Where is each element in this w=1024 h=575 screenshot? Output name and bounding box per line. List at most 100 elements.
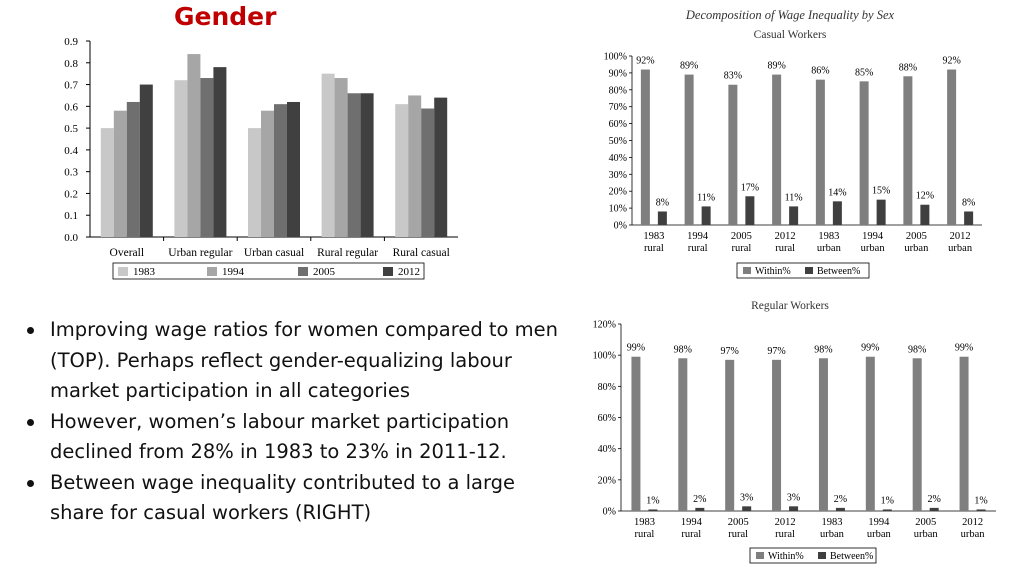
data-label: 2% bbox=[928, 494, 941, 505]
data-label: 11% bbox=[785, 192, 803, 203]
y-tick-label: 80% bbox=[598, 382, 616, 393]
bar bbox=[859, 81, 869, 225]
x-tick-label: Urban casual bbox=[244, 247, 304, 259]
x-tick-label: urban bbox=[867, 529, 892, 540]
bar bbox=[903, 76, 913, 225]
y-tick-label: 0.5 bbox=[64, 123, 78, 135]
casual-workers-chart: Decomposition of Wage Inequality by Sex C… bbox=[604, 8, 982, 279]
legend-swatch bbox=[805, 267, 813, 274]
legend-label: Within% bbox=[755, 266, 791, 277]
legend-label: 2012 bbox=[398, 266, 420, 278]
data-label: 85% bbox=[855, 67, 873, 78]
bar bbox=[408, 95, 422, 237]
data-label: 86% bbox=[811, 66, 829, 77]
bar bbox=[287, 101, 300, 237]
bar bbox=[648, 509, 658, 511]
y-tick-label: 120% bbox=[593, 320, 616, 331]
data-label: 3% bbox=[787, 492, 800, 503]
x-tick-label: 1994 bbox=[687, 231, 709, 242]
y-tick-label: 20% bbox=[609, 187, 627, 198]
x-tick-label: 1994 bbox=[681, 517, 703, 528]
data-label: 92% bbox=[942, 56, 960, 67]
x-tick-label: rural bbox=[775, 529, 795, 540]
y-tick-label: 0% bbox=[614, 221, 627, 232]
y-tick-label: 90% bbox=[609, 68, 627, 79]
bar bbox=[789, 206, 799, 225]
slide-title: Gender bbox=[174, 2, 277, 31]
bar bbox=[139, 84, 153, 237]
bar bbox=[912, 358, 922, 511]
y-tick-label: 0.9 bbox=[64, 36, 78, 48]
data-label: 2% bbox=[693, 494, 706, 505]
x-tick-label: 1983 bbox=[821, 517, 842, 528]
bar bbox=[882, 509, 892, 511]
bar bbox=[728, 84, 738, 225]
x-tick-label: rural bbox=[728, 529, 748, 540]
x-tick-label: urban bbox=[948, 243, 973, 254]
y-tick-label: 60% bbox=[609, 119, 627, 130]
y-tick-label: 0.8 bbox=[64, 58, 78, 70]
x-tick-label: 2005 bbox=[731, 231, 752, 242]
bar bbox=[434, 97, 448, 237]
bar bbox=[745, 196, 755, 225]
x-tick-label: Rural casual bbox=[393, 247, 450, 259]
data-label: 98% bbox=[814, 344, 832, 355]
y-tick-label: 10% bbox=[609, 204, 627, 215]
bar bbox=[640, 69, 650, 226]
x-tick-label: 2012 bbox=[962, 517, 983, 528]
bar bbox=[976, 509, 986, 511]
x-tick-label: urban bbox=[820, 529, 845, 540]
bar bbox=[835, 507, 845, 511]
y-tick-label: 0.6 bbox=[64, 101, 78, 113]
y-tick-label: 20% bbox=[598, 475, 616, 486]
data-label: 11% bbox=[697, 192, 715, 203]
bar bbox=[321, 73, 335, 238]
x-tick-label: urban bbox=[914, 529, 939, 540]
bar bbox=[248, 128, 261, 237]
x-tick-label: 2005 bbox=[906, 231, 927, 242]
data-label: 17% bbox=[741, 182, 759, 193]
data-label: 14% bbox=[828, 187, 846, 198]
data-label: 1% bbox=[646, 495, 659, 506]
y-tick-label: 0.7 bbox=[64, 80, 78, 92]
chart-title: Decomposition of Wage Inequality by Sex bbox=[685, 8, 895, 22]
x-tick-label: 1983 bbox=[818, 231, 839, 242]
data-label: 99% bbox=[627, 343, 645, 354]
data-label: 97% bbox=[721, 346, 739, 357]
data-label: 1% bbox=[974, 495, 987, 506]
legend-swatch bbox=[818, 552, 826, 559]
legend-box bbox=[112, 262, 425, 280]
x-tick-label: Overall bbox=[110, 247, 144, 259]
data-label: 92% bbox=[636, 56, 654, 67]
legend-label: 1994 bbox=[222, 266, 245, 278]
data-label: 99% bbox=[861, 343, 879, 354]
x-tick-label: rural bbox=[681, 529, 701, 540]
y-tick-label: 60% bbox=[598, 413, 616, 424]
data-label: 8% bbox=[962, 197, 975, 208]
bar bbox=[200, 78, 214, 238]
bar bbox=[126, 101, 140, 237]
legend-box bbox=[736, 262, 870, 279]
bar bbox=[876, 199, 886, 225]
bar bbox=[772, 74, 782, 225]
data-label: 99% bbox=[955, 343, 973, 354]
bar bbox=[929, 507, 939, 511]
bar bbox=[174, 80, 188, 237]
y-tick-label: 0.1 bbox=[64, 210, 78, 222]
x-tick-label: 2012 bbox=[775, 517, 796, 528]
bar bbox=[274, 104, 287, 238]
legend-box bbox=[749, 547, 877, 564]
legend-label: Between% bbox=[830, 551, 873, 562]
legend-swatch bbox=[756, 552, 764, 559]
x-tick-label: rural bbox=[635, 529, 655, 540]
gender-wage-ratio-chart: 0.0 0.1 0.2 0.3 0.4 0.5 0.6 0.7 0.8 0.9 Overall Urb… bbox=[64, 36, 458, 280]
data-label: 3% bbox=[740, 492, 753, 503]
y-tick-label: 0.4 bbox=[64, 145, 78, 157]
x-tick-label: 2012 bbox=[775, 231, 796, 242]
data-label: 89% bbox=[767, 61, 785, 72]
data-label: 83% bbox=[724, 71, 742, 82]
bar bbox=[818, 358, 828, 511]
bullet-list: Improving wage ratios for women compared… bbox=[24, 315, 564, 529]
bar bbox=[964, 211, 974, 225]
x-tick-label: 1983 bbox=[634, 517, 655, 528]
